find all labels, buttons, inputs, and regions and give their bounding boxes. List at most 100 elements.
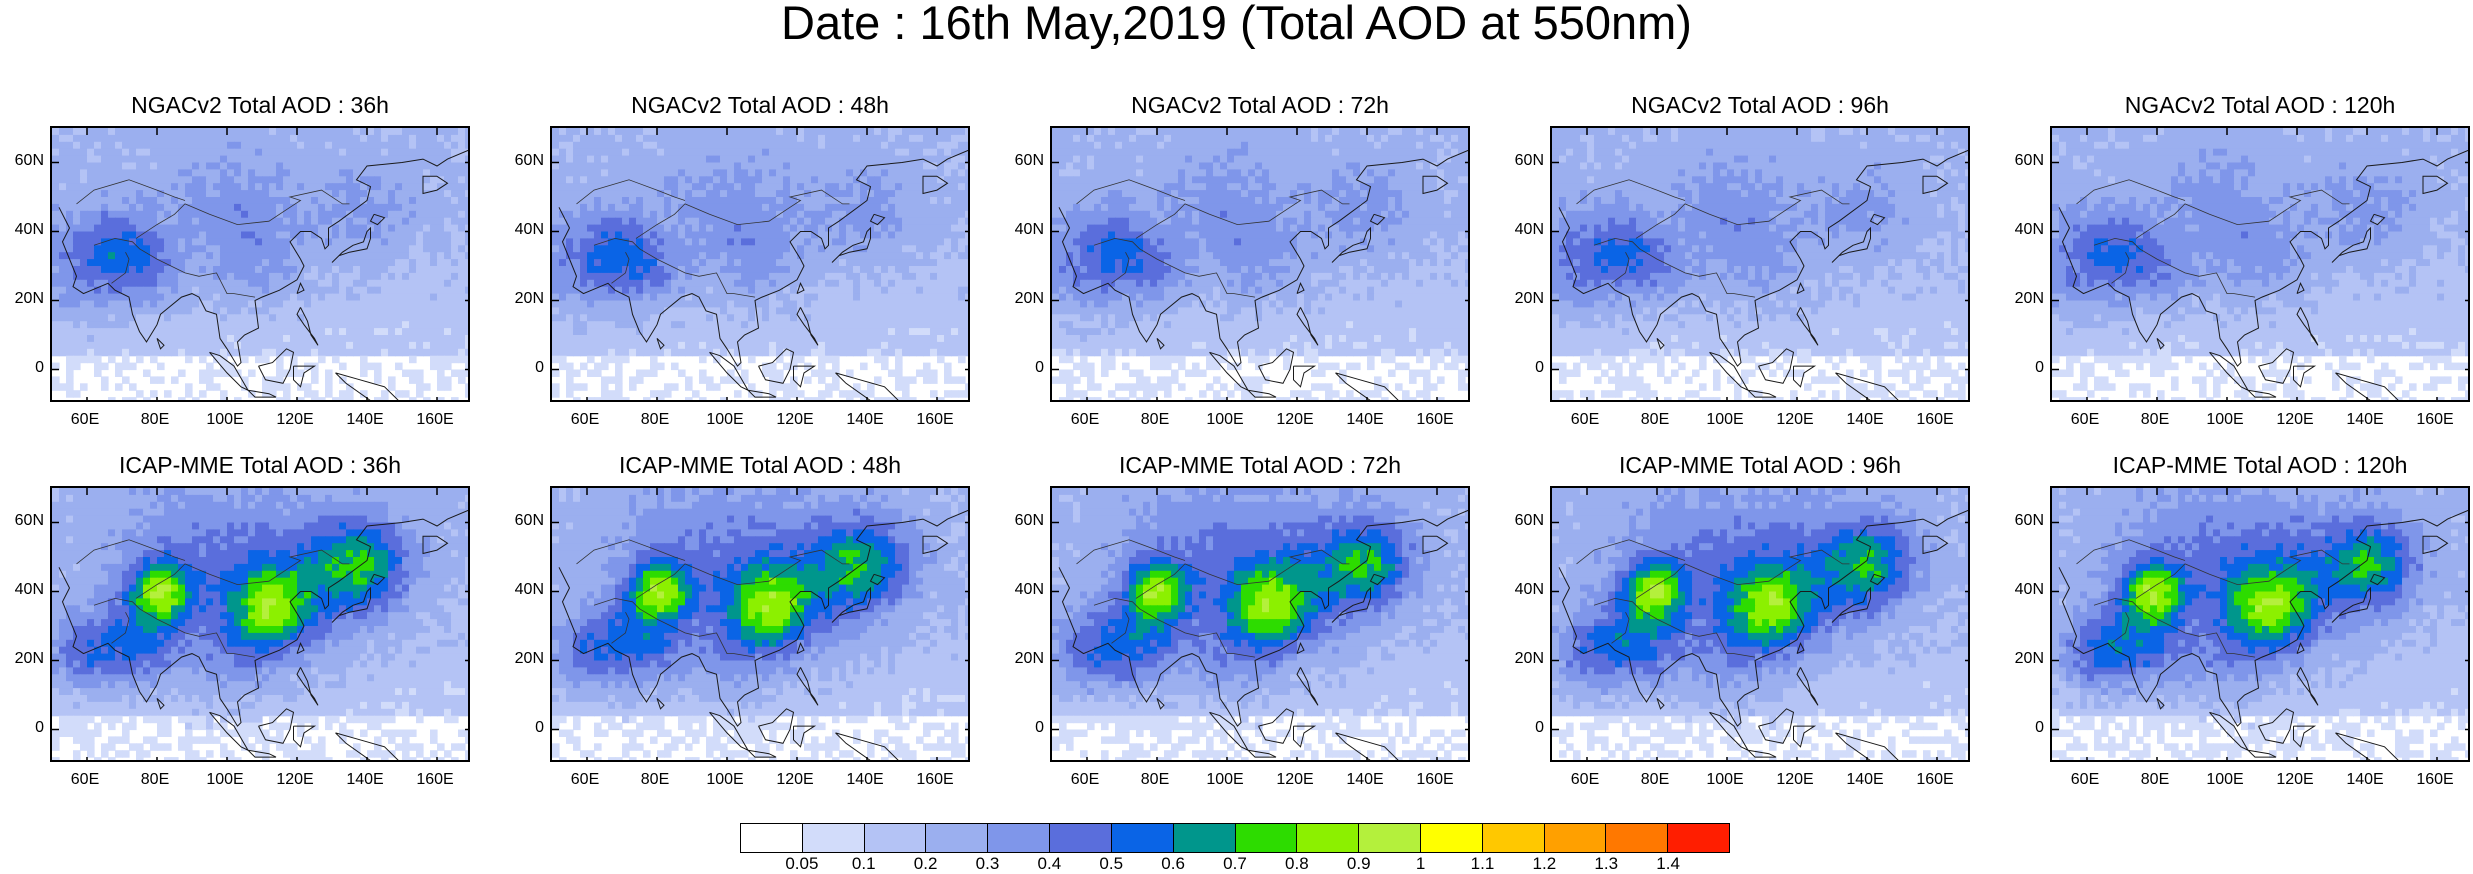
longitude-tick-label: 160E — [1410, 771, 1460, 789]
longitude-tick-label: 80E — [1130, 771, 1180, 789]
latitude-tick-label: 60N — [2004, 512, 2044, 530]
main-title: Date : 16th May,2019 (Total AOD at 550nm… — [0, 0, 2473, 46]
coastline — [2258, 708, 2295, 744]
country-border — [1635, 189, 1850, 239]
colorbar-swatch — [741, 824, 803, 852]
coastline — [1296, 667, 1319, 706]
country-border — [2135, 189, 2350, 239]
country-border — [593, 597, 756, 658]
coastline — [1296, 642, 1305, 655]
latitude-tick-label: 0 — [1504, 719, 1544, 737]
longitude-tick-label: 100E — [700, 771, 750, 789]
latitude-tick-label: 0 — [2004, 359, 2044, 377]
coastline — [869, 213, 886, 226]
aod-map — [1050, 126, 1470, 402]
country-border — [1576, 179, 1686, 205]
coastline — [2335, 732, 2399, 760]
latitude-tick-label: 40N — [2004, 221, 2044, 239]
colorbar-swatch — [802, 824, 865, 852]
country-border — [1611, 252, 1630, 284]
coastline — [296, 282, 305, 295]
country-border — [1611, 612, 1630, 644]
colorbar-swatch — [1050, 824, 1112, 852]
longitude-tick-label: 120E — [2270, 771, 2320, 789]
coastline — [296, 307, 319, 346]
longitude-tick-label: 80E — [630, 771, 680, 789]
coastline — [2369, 573, 2386, 586]
longitude-tick-label: 60E — [60, 411, 110, 429]
coastline — [2293, 365, 2317, 388]
aod-field — [1552, 488, 1968, 760]
aod-field — [1052, 488, 1468, 760]
panel-title: ICAP-MME Total AOD : 72h — [990, 452, 1530, 478]
coastline — [2247, 749, 2277, 758]
coastline — [1747, 389, 1777, 398]
aod-field — [52, 488, 468, 760]
panel-title: ICAP-MME Total AOD : 36h — [0, 452, 530, 478]
longitude-tick-label: 100E — [1200, 771, 1250, 789]
latitude-tick-label: 20N — [1504, 290, 1544, 308]
coastline — [2296, 307, 2319, 346]
latitude-tick-label: 40N — [4, 221, 44, 239]
country-border — [111, 252, 130, 284]
coastline — [793, 725, 817, 748]
coastline — [2331, 226, 2371, 263]
coastline — [747, 389, 777, 398]
latitude-tick-label: 0 — [2004, 719, 2044, 737]
longitude-tick-label: 160E — [1910, 411, 1960, 429]
colorbar-label: 1.4 — [1643, 855, 1693, 873]
colorbar-label: 0.7 — [1210, 855, 1260, 873]
coastline — [2296, 642, 2305, 655]
aod-map — [50, 486, 470, 762]
coastline — [2422, 175, 2449, 195]
coastline — [369, 213, 386, 226]
latitude-tick-label: 20N — [1004, 290, 1044, 308]
aod-field — [1552, 128, 1968, 400]
country-border — [135, 189, 350, 239]
coastline — [1293, 725, 1317, 748]
longitude-tick-label: 120E — [1770, 771, 1820, 789]
coastline — [1296, 282, 1305, 295]
aod-map — [550, 486, 970, 762]
country-border — [1593, 237, 1756, 298]
country-border — [1635, 549, 1850, 599]
coastline — [58, 509, 468, 727]
coastline — [1258, 348, 1295, 384]
longitude-tick-label: 140E — [840, 411, 890, 429]
latitude-tick-label: 20N — [1504, 650, 1544, 668]
longitude-tick-label: 100E — [200, 771, 250, 789]
country-border — [1076, 539, 1186, 565]
longitude-tick-label: 160E — [1410, 411, 1460, 429]
country-border — [93, 237, 256, 298]
coastline — [869, 573, 886, 586]
longitude-tick-label: 80E — [2130, 771, 2180, 789]
longitude-tick-label: 120E — [2270, 411, 2320, 429]
colorbar-label: 0.8 — [1272, 855, 1322, 873]
longitude-tick-label: 100E — [2200, 771, 2250, 789]
longitude-tick-label: 140E — [1340, 771, 1390, 789]
aod-field — [2052, 488, 2468, 760]
coastline — [835, 372, 899, 400]
aod-map — [550, 126, 970, 402]
coastline — [1258, 708, 1295, 744]
latitude-tick-label: 60N — [1504, 512, 1544, 530]
colorbar-label: 0.05 — [777, 855, 827, 873]
longitude-tick-label: 120E — [770, 411, 820, 429]
longitude-tick-label: 160E — [910, 411, 960, 429]
coastline — [331, 226, 371, 263]
coastline — [1796, 667, 1819, 706]
coastline — [2369, 213, 2386, 226]
aod-field — [552, 488, 968, 760]
country-border — [135, 549, 350, 599]
coastline — [156, 338, 165, 350]
coastline — [1247, 389, 1277, 398]
colorbar-swatch — [1544, 824, 1607, 852]
longitude-tick-label: 140E — [840, 771, 890, 789]
latitude-tick-label: 60N — [504, 152, 544, 170]
panel-title: ICAP-MME Total AOD : 120h — [1990, 452, 2473, 478]
longitude-tick-label: 60E — [1060, 771, 1110, 789]
country-border — [1576, 539, 1686, 565]
colorbar-label: 1.1 — [1458, 855, 1508, 873]
coastline — [2156, 698, 2165, 710]
longitude-tick-label: 160E — [910, 771, 960, 789]
